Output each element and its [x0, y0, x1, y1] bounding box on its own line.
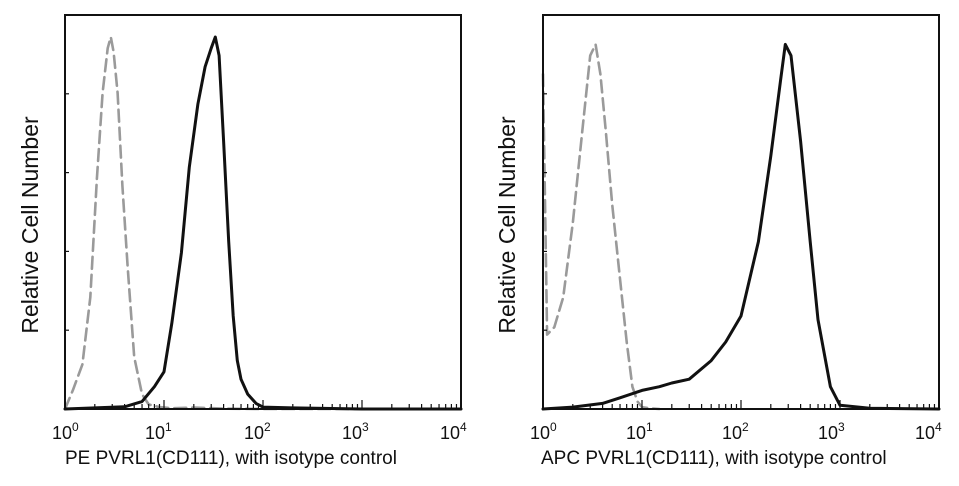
svg-text:103: 103: [342, 420, 369, 443]
x-tick-label-4: 104: [915, 420, 942, 443]
x-tick-label-2: 102: [244, 420, 271, 443]
isotype-control-curve: [541, 43, 661, 411]
tick-marks: [542, 14, 940, 409]
x-tick-label-2: 102: [722, 420, 749, 443]
svg-text:101: 101: [145, 420, 172, 443]
svg-text:100: 100: [52, 420, 79, 443]
svg-text:102: 102: [722, 420, 749, 443]
antibody-histogram-curve: [541, 42, 941, 411]
x-tick-label-1: 101: [626, 420, 653, 443]
histogram-panel-apc: Relative Cell Number 100 101 102 103 104…: [494, 14, 942, 469]
tick-marks: [64, 14, 462, 409]
svg-text:104: 104: [915, 420, 942, 443]
x-tick-label-0: 100: [530, 420, 557, 443]
svg-text:101: 101: [626, 420, 653, 443]
histogram-panel-pe: Relative Cell Number 100 101 102 103 104…: [17, 14, 467, 469]
series-layer: [541, 42, 941, 411]
x-tick-label-0: 100: [52, 420, 79, 443]
plot-frame: [542, 14, 940, 410]
svg-text:103: 103: [818, 420, 845, 443]
antibody-histogram-curve: [63, 35, 463, 411]
y-axis-label: Relative Cell Number: [494, 116, 520, 334]
x-tick-label-3: 103: [818, 420, 845, 443]
svg-text:100: 100: [530, 420, 557, 443]
isotype-control-curve: [63, 35, 463, 411]
x-tick-label-4: 104: [440, 420, 467, 443]
svg-text:102: 102: [244, 420, 271, 443]
series-layer: [63, 35, 463, 411]
x-tick-label-3: 103: [342, 420, 369, 443]
svg-text:104: 104: [440, 420, 467, 443]
y-axis-label: Relative Cell Number: [17, 116, 43, 334]
x-tick-label-1: 101: [145, 420, 172, 443]
x-axis-label: PE PVRL1(CD111), with isotype control: [65, 448, 397, 469]
x-axis-label: APC PVRL1(CD111), with isotype control: [541, 448, 887, 469]
